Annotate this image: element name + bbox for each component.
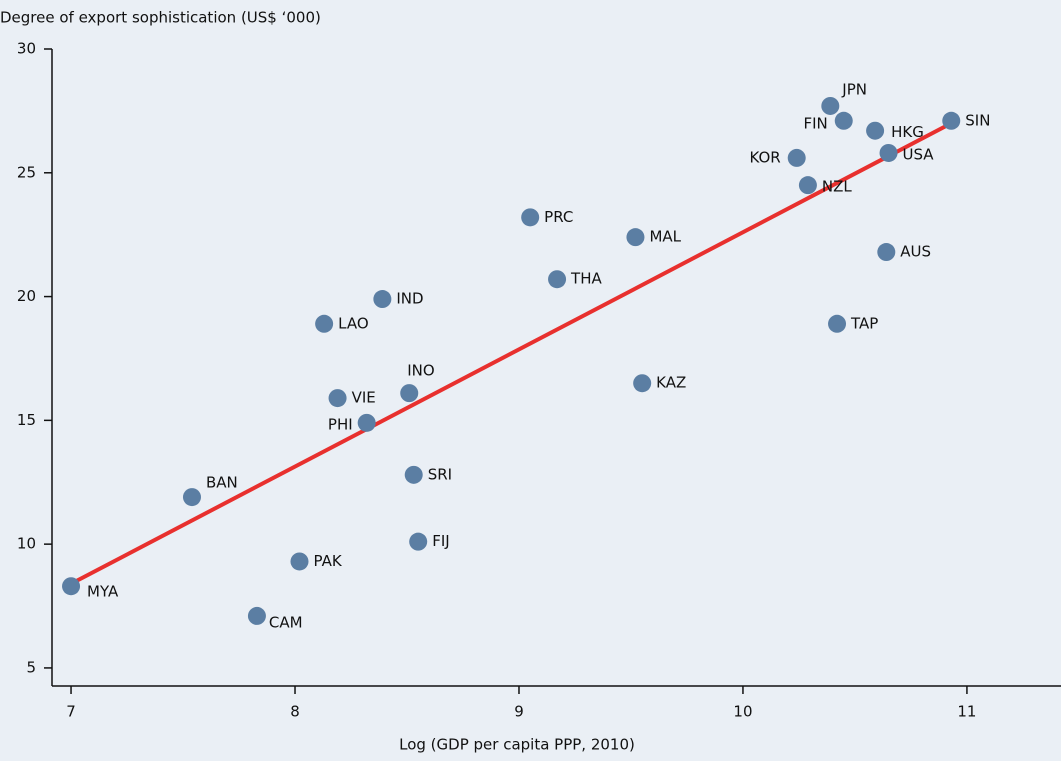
point-label: FIN [803,114,827,132]
x-tick-label: 9 [514,703,524,721]
point-label: KAZ [656,374,686,392]
point-label: AUS [900,243,931,261]
point [373,290,392,309]
point-label: INO [407,362,434,380]
x-tick-label: 7 [66,703,76,721]
point-label: PAK [313,552,342,570]
point [62,577,81,596]
point-label: CAM [269,613,303,631]
point [821,96,840,115]
y-tick-label: 10 [17,535,36,553]
point [328,389,347,408]
y-tick-label: 25 [17,163,36,181]
y-tick-label: 5 [26,658,36,676]
point [521,208,540,227]
y-axis-label: Degree of export sophistication (US$ ‘00… [0,9,321,27]
point [798,176,817,195]
point-label: HKG [891,123,924,141]
point [828,314,847,333]
point-label: BAN [206,474,238,492]
point-label: MAL [649,228,681,246]
point-label: USA [903,145,935,163]
point [182,488,201,507]
point [877,243,896,262]
y-tick-label: 20 [17,287,36,305]
point-label: JPN [841,80,867,98]
point [834,111,853,130]
point [315,314,334,333]
trend-line [70,121,953,586]
y-tick-label: 30 [17,40,36,58]
point-label: PHI [328,415,353,433]
x-tick-label: 8 [290,703,300,721]
point [866,121,885,140]
point-label: IND [396,290,423,308]
point-label: VIE [352,389,376,407]
point [633,374,652,393]
x-tick-label: 10 [733,703,752,721]
point [879,143,898,162]
point [626,228,645,247]
point-label: FIJ [432,532,449,550]
point-label: TAP [850,314,878,332]
point-label: LAO [338,314,369,332]
point [247,606,266,625]
point-label: THA [570,270,602,288]
point [290,552,309,571]
point [942,111,961,130]
point [400,384,419,403]
point [404,465,423,484]
y-tick-label: 15 [17,411,36,429]
point-label: NZL [822,178,852,196]
point-label: SRI [428,465,452,483]
point [548,270,567,289]
point-label: MYA [87,583,119,601]
point [357,413,376,432]
point [787,148,806,167]
point-label: KOR [749,148,780,166]
point-label: SIN [965,111,990,129]
point [409,532,428,551]
x-tick-label: 11 [957,703,976,721]
point-label: PRC [544,208,573,226]
x-axis-label: Log (GDP per capita PPP, 2010) [399,736,635,754]
